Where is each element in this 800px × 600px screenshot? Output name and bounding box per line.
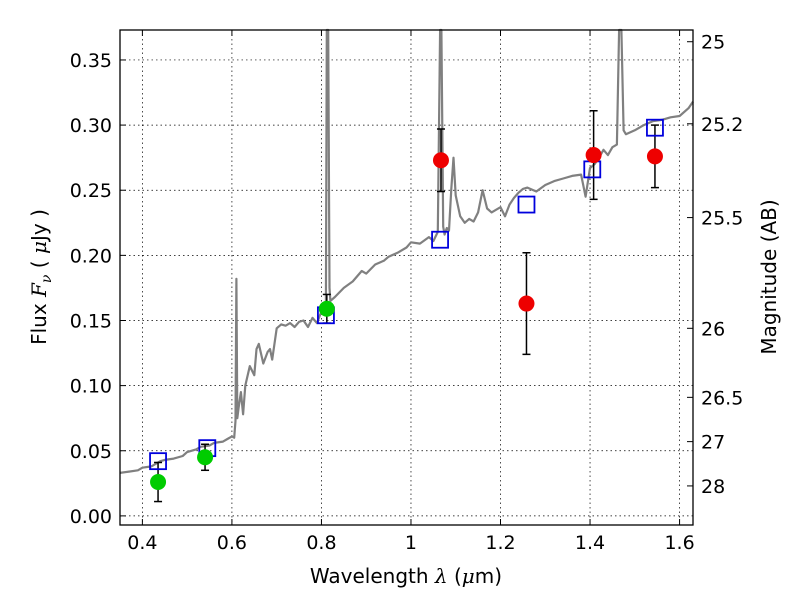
observed-flux-point [585, 147, 602, 164]
y-tick-label: 0.20 [70, 245, 112, 267]
observed-flux-point [318, 300, 335, 317]
model-photometry-square [149, 452, 167, 471]
observed-flux-point [432, 152, 449, 169]
error-bars [154, 110, 659, 503]
y-axis-title: Flux Fν ( μJy ) [27, 209, 55, 345]
data-markers [149, 118, 664, 491]
observed-flux-point [197, 449, 214, 466]
magnitude-tick-label: 28 [701, 476, 725, 498]
x-tick-label: 0.8 [306, 532, 336, 554]
model-photometry-square [646, 118, 664, 137]
x-axis-title: Wavelength λ (μm) [310, 564, 502, 588]
plot-border [119, 29, 694, 526]
observed-flux-point [150, 474, 167, 491]
x-tick-label: 0.4 [127, 532, 157, 554]
x-tick-label: 0.6 [217, 532, 247, 554]
model-photometry-square [517, 195, 536, 214]
observed-flux-point [518, 295, 535, 312]
y-tick-label: 0.35 [70, 50, 112, 72]
model-spectrum [119, 28, 694, 474]
y-tick-label: 0.30 [70, 115, 112, 137]
spectrum-line [119, 28, 694, 474]
y2-axis-title: Magnitude (AB) [757, 199, 781, 354]
y-tick-label: 0.00 [70, 506, 112, 528]
magnitude-tick-label: 25.5 [701, 208, 743, 230]
model-photometry-square [431, 230, 449, 249]
magnitude-tick-label: 25.2 [701, 114, 743, 136]
y-tick-label: 0.25 [70, 180, 112, 202]
magnitude-tick-label: 26.5 [701, 387, 743, 409]
y-tick-label: 0.10 [70, 376, 112, 398]
magnitude-tick-label: 25 [701, 32, 725, 54]
axis-ticks: 0.4 0.6 0.8 1 1.2 1.4 1.6 0.00 0.05 0.10 0.15 0.20 0… [70, 30, 743, 554]
x-tick-label: 1 [405, 532, 417, 554]
observed-flux-point [646, 148, 663, 165]
x-tick-label: 1.6 [664, 532, 694, 554]
x-tick-label: 1.4 [575, 532, 605, 554]
x-tick-label: 1.2 [485, 532, 515, 554]
magnitude-tick-label: 27 [701, 432, 725, 454]
magnitude-tick-label: 26 [701, 318, 725, 340]
plot-frame [119, 29, 694, 526]
model-photometry-square [583, 160, 602, 179]
y-tick-label: 0.15 [70, 310, 112, 332]
y-tick-label: 0.05 [70, 441, 112, 463]
